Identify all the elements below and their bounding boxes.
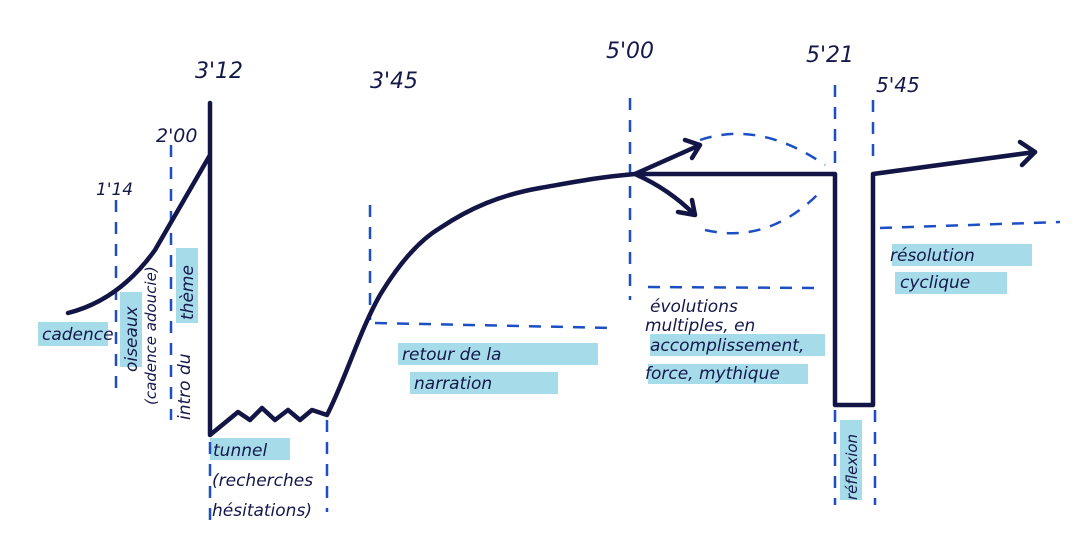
highlight-reflexion xyxy=(840,420,862,500)
label-narration: narration xyxy=(414,374,492,394)
highlight-oiseaux xyxy=(120,292,142,367)
label-cadence-adoucie: (cadence adoucie) xyxy=(142,266,160,405)
label-theme: thème xyxy=(178,265,198,320)
label-tunnel: tunnel xyxy=(213,441,267,461)
highlight-narration xyxy=(410,372,558,394)
main-progression-line xyxy=(65,100,1038,438)
label-multiples: multiples, en xyxy=(645,316,755,336)
time-5-00: 5'00 xyxy=(606,39,654,64)
label-evolutions: évolutions xyxy=(650,297,738,317)
arrow-end-head xyxy=(1017,139,1038,168)
label-hesitations: hésitations) xyxy=(212,501,312,521)
label-recherches: (recherches xyxy=(212,471,313,491)
time-5-21: 5'21 xyxy=(806,43,854,68)
time-2-00: 2'00 xyxy=(156,125,198,147)
time-3-45: 3'45 xyxy=(370,69,418,94)
arrow-down-branch xyxy=(632,171,698,218)
label-retour: retour de la xyxy=(402,345,501,365)
dashed-guides xyxy=(114,85,1061,525)
highlight-resolution xyxy=(892,244,1032,266)
time-5-45: 5'45 xyxy=(876,73,920,97)
highlight-mythique xyxy=(648,364,808,384)
time-1-14: 1'14 xyxy=(96,180,133,200)
label-cyclique: cyclique xyxy=(900,273,970,293)
time-3-12: 3'12 xyxy=(195,59,243,84)
highlight-cadence xyxy=(38,322,108,346)
label-oiseaux: oiseaux xyxy=(122,305,142,372)
label-accomplissement: accomplissement, xyxy=(650,336,804,356)
highlight-cyclique xyxy=(895,272,1007,294)
label-intro-du: intro du xyxy=(175,353,195,420)
arrow-up-branch xyxy=(632,137,703,177)
highlight-tunnel xyxy=(210,438,290,460)
label-cadence: cadence xyxy=(42,325,114,345)
label-force-mythique: force, mythique xyxy=(645,364,780,384)
highlight-retour xyxy=(398,343,598,365)
highlight-accomplissement xyxy=(650,334,825,356)
highlight-theme xyxy=(176,248,198,323)
label-resolution: résolution xyxy=(890,246,975,266)
label-reflexion: réflexion xyxy=(843,434,861,500)
